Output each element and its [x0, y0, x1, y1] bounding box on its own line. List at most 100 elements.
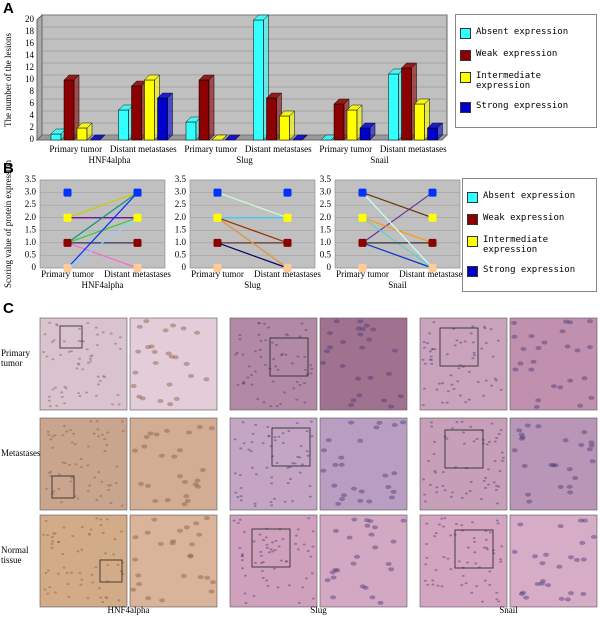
- cell: [250, 441, 254, 444]
- zoom-box: [439, 327, 479, 367]
- cell: [309, 364, 313, 367]
- cell: [246, 376, 250, 379]
- cell: [137, 481, 144, 486]
- cell: [50, 546, 54, 549]
- micrograph: [509, 317, 598, 411]
- cell: [136, 394, 143, 399]
- cell: [254, 423, 258, 426]
- cell: [105, 597, 109, 600]
- micrograph: [419, 317, 508, 411]
- y-tick-label: 1.0: [175, 237, 187, 247]
- cell: [243, 592, 247, 595]
- cell: [60, 391, 64, 394]
- cell: [276, 368, 280, 371]
- cell: [340, 339, 347, 344]
- cell: [77, 363, 81, 366]
- cell: [274, 365, 278, 368]
- cell: [57, 487, 61, 490]
- cell: [47, 471, 51, 474]
- cell: [153, 432, 160, 437]
- cell: [473, 551, 477, 554]
- bar: [185, 121, 197, 141]
- cell: [292, 387, 296, 390]
- cell: [57, 473, 61, 476]
- cell: [449, 534, 453, 537]
- cell: [121, 429, 125, 432]
- cell: [423, 579, 427, 582]
- legend-label: Absent expression: [483, 191, 576, 201]
- cell: [518, 436, 525, 441]
- cell: [566, 484, 573, 489]
- cell: [264, 339, 268, 342]
- cell: [562, 438, 569, 443]
- cell: [521, 463, 528, 468]
- micrograph: [419, 514, 508, 608]
- cell: [259, 355, 263, 358]
- cell: [189, 542, 196, 547]
- cell: [487, 468, 491, 471]
- y-tick-label: 0: [32, 262, 37, 272]
- cell: [193, 521, 200, 526]
- cell: [252, 595, 256, 598]
- cell: [277, 435, 281, 438]
- y-tick-label: 2.5: [25, 199, 37, 209]
- y-tick-label: 20: [25, 14, 35, 24]
- cell: [287, 430, 291, 433]
- cell: [488, 531, 492, 534]
- cell: [162, 328, 169, 333]
- cell: [423, 362, 427, 365]
- cell: [89, 528, 93, 531]
- cell: [460, 524, 464, 527]
- cell: [282, 391, 286, 394]
- cell: [50, 340, 54, 343]
- cell: [320, 448, 327, 453]
- zoom-box: [454, 529, 494, 569]
- legend-item: Absent expression: [467, 191, 592, 203]
- cell: [90, 354, 94, 357]
- micrograph: [129, 514, 218, 608]
- cell: [511, 549, 518, 554]
- cell: [557, 385, 564, 390]
- cell: [580, 592, 587, 597]
- bar-side: [234, 134, 241, 141]
- cell: [208, 589, 215, 594]
- cell: [271, 455, 275, 458]
- cell: [472, 351, 476, 354]
- cell: [242, 442, 246, 445]
- side-wall: [36, 13, 43, 142]
- cell: [88, 484, 92, 487]
- cell: [511, 448, 518, 453]
- cell: [499, 560, 503, 563]
- cell: [456, 380, 460, 383]
- cell: [303, 401, 307, 404]
- cell: [100, 433, 104, 436]
- y-tick-label: 1.0: [320, 237, 332, 247]
- legend-swatch: [460, 102, 471, 113]
- y-tick-label: 8: [30, 86, 35, 96]
- micrograph: [319, 317, 408, 411]
- micrograph: [129, 317, 218, 411]
- cell: [304, 577, 308, 580]
- cell: [234, 491, 238, 494]
- cell: [78, 395, 82, 398]
- cell: [242, 382, 246, 385]
- column-label: HNF4alpha: [108, 605, 150, 615]
- x-tick-label: Distant metastases: [399, 269, 466, 279]
- cell: [135, 349, 142, 354]
- cell: [366, 337, 373, 342]
- cell: [459, 341, 463, 344]
- cell: [357, 438, 364, 443]
- x-tick-label: Primary tumor: [184, 144, 237, 154]
- cell: [269, 548, 273, 551]
- cell: [501, 456, 505, 459]
- cell: [564, 344, 571, 349]
- legend-label: Intermediate expression: [476, 71, 542, 91]
- cell: [86, 597, 90, 600]
- cell: [582, 518, 589, 523]
- cell: [535, 398, 542, 403]
- cell: [435, 486, 439, 489]
- cell: [107, 484, 111, 487]
- micrograph: [229, 417, 318, 511]
- cell: [289, 477, 293, 480]
- cell: [295, 422, 299, 425]
